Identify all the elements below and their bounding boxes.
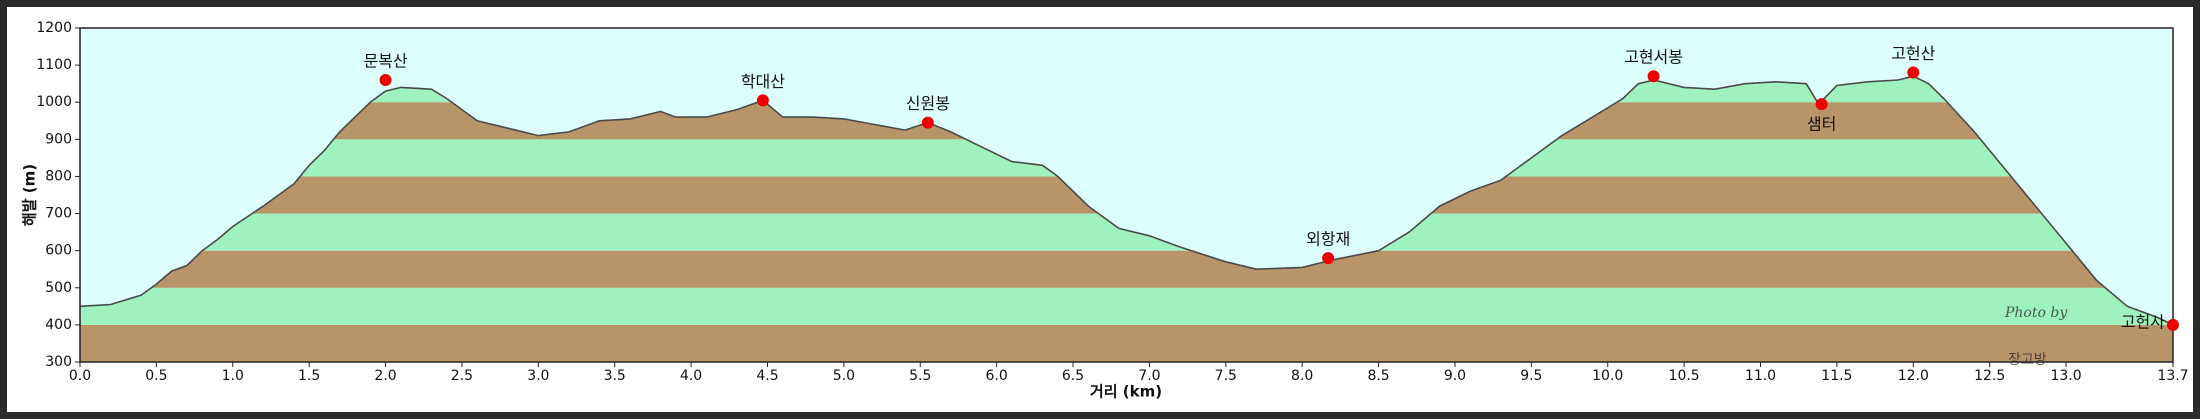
x-tick-label: 3.0 — [527, 368, 549, 384]
x-tick-label: 4.5 — [756, 368, 778, 384]
y-tick-label: 500 — [45, 280, 72, 296]
peak-label: 학대산 — [741, 72, 785, 91]
x-tick-label: 12.0 — [1898, 368, 1929, 384]
y-tick-label: 900 — [45, 131, 72, 147]
peak-marker — [379, 73, 392, 86]
x-tick-label: 11.0 — [1745, 368, 1776, 384]
peak-marker — [1322, 252, 1335, 265]
peak-marker — [1815, 98, 1828, 111]
elevation-band — [80, 250, 2173, 288]
x-axis-title: 거리 (km) — [1090, 383, 1162, 401]
peak-label: 샘터 — [1807, 115, 1836, 134]
y-tick-label: 300 — [45, 354, 72, 370]
peak-label: 고헌산 — [1891, 44, 1935, 63]
plot-frame — [79, 27, 2174, 363]
x-tick-label: 9.5 — [1520, 368, 1542, 384]
y-axis-title: 해발 (m) — [21, 164, 39, 226]
peak-label: 신원봉 — [906, 94, 950, 113]
x-tick-label: 13.0 — [2050, 368, 2081, 384]
y-tick-label: 1000 — [36, 94, 72, 110]
peak-label: 외항재 — [1306, 230, 1350, 249]
y-tick-label: 700 — [45, 206, 72, 222]
x-tick-label: 7.0 — [1138, 368, 1160, 384]
x-tick-label: 3.5 — [604, 368, 626, 384]
x-tick-label: 7.5 — [1215, 368, 1237, 384]
x-tick-label: 2.5 — [451, 368, 473, 384]
x-tick-label: 10.0 — [1592, 368, 1623, 384]
x-tick-label: 11.5 — [1821, 368, 1852, 384]
x-tick-label: 2.0 — [374, 368, 396, 384]
x-tick-label: 4.0 — [680, 368, 702, 384]
x-tick-label: 0.5 — [145, 368, 167, 384]
elevation-band — [80, 287, 2173, 325]
elevation-band — [80, 324, 2173, 362]
x-tick-label: 6.5 — [1062, 368, 1084, 384]
peak-label: 고헌사 — [2121, 312, 2165, 331]
y-tick-label: 1100 — [36, 57, 72, 73]
y-tick-label: 400 — [45, 317, 72, 333]
x-tick-label: 9.0 — [1444, 368, 1466, 384]
x-tick-label: 6.0 — [986, 368, 1008, 384]
x-tick-label: 13.7 — [2157, 368, 2188, 384]
x-tick-label: 12.5 — [1974, 368, 2005, 384]
peak-marker — [756, 94, 769, 107]
peak-marker — [2167, 318, 2179, 331]
y-tick-label: 600 — [45, 243, 72, 259]
y-tick-label: 1200 — [36, 20, 72, 36]
x-tick-label: 0.0 — [69, 368, 91, 384]
x-tick-label: 5.5 — [909, 368, 931, 384]
peak-marker — [1907, 66, 1920, 79]
x-tick-label: 5.0 — [833, 368, 855, 384]
x-tick-label: 1.0 — [222, 368, 244, 384]
peak-marker — [1647, 70, 1660, 83]
y-tick-label: 800 — [45, 168, 72, 184]
peak-label: 고현서봉 — [1624, 48, 1683, 67]
watermark: Photo by — [2004, 305, 2068, 321]
x-tick-label: 10.5 — [1669, 368, 1700, 384]
peak-marker — [921, 116, 934, 129]
profile-line — [79, 75, 2174, 326]
x-tick-label: 8.0 — [1291, 368, 1313, 384]
x-tick-label: 1.5 — [298, 368, 320, 384]
watermark: 장고방 — [2008, 352, 2047, 368]
x-tick-label: 8.5 — [1367, 368, 1389, 384]
peak-label: 문복산 — [363, 51, 407, 70]
